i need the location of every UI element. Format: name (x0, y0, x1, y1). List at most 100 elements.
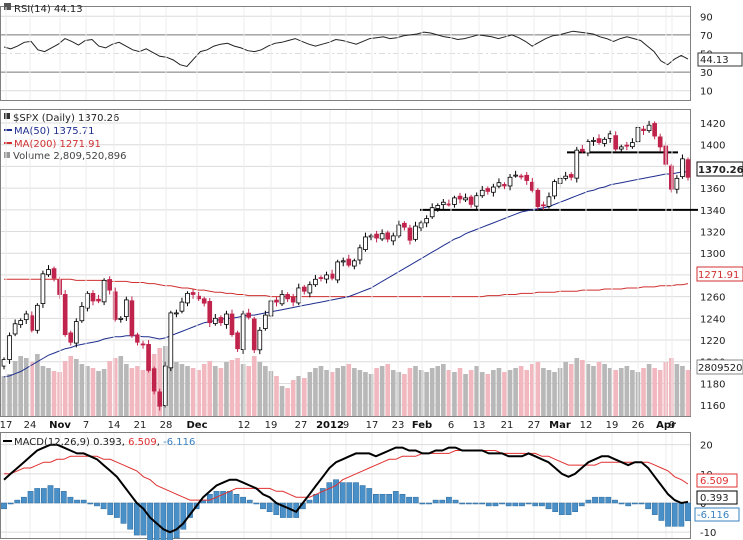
volume-bar (140, 370, 146, 416)
x-tick-label: 23 (392, 420, 405, 431)
macd-hist-bar (40, 488, 47, 504)
volume-bar (235, 358, 240, 416)
macd-hist-bar (94, 502, 100, 507)
rsi-legend-swatch (4, 3, 11, 10)
x-tick-label: 26 (632, 420, 645, 431)
macd-hist-bar (605, 496, 612, 504)
candle-body (668, 165, 674, 190)
x-tick-label: Dec (186, 420, 207, 431)
macd-hist-bar (226, 491, 233, 504)
volume-bar (407, 368, 413, 416)
x-tick-label: Mar (549, 420, 571, 431)
macd-hist-bar (260, 502, 266, 510)
volume-bar (429, 368, 435, 416)
macd-hist-bar (539, 502, 545, 507)
macd-hist-bar (339, 482, 346, 504)
volume-bar (157, 348, 163, 416)
candle-body (68, 332, 74, 343)
candle-body (402, 222, 407, 228)
volume-bar (329, 372, 335, 416)
volume-bar (190, 368, 196, 416)
macd-hist-bar (353, 482, 359, 504)
svg-text:MACD(12,26,9) 0.393, 6.509, -6: MACD(12,26,9) 0.393, 6.509, -6.116 (14, 437, 195, 448)
candle-body (46, 269, 51, 276)
candle-body (346, 258, 352, 266)
candle-body (463, 197, 468, 201)
volume-bar (418, 370, 424, 416)
volume-bar (179, 364, 185, 416)
macd-hist-bar (552, 502, 559, 512)
candle-body (435, 205, 441, 209)
volume-bar (496, 368, 502, 416)
macd-legend: MACD(12,26,9) 0.393, 6.509, -6.116 (3, 437, 195, 448)
macd-label-sep1: , (122, 437, 128, 448)
volume-bar (324, 370, 329, 416)
volume-bar (390, 370, 396, 416)
candle-body (85, 292, 90, 309)
candle-body (118, 317, 124, 320)
macd-hist-bar (625, 502, 632, 507)
price-tick-label: 1340 (700, 206, 725, 217)
macd-line (3, 443, 689, 534)
x-tick-label: 13 (473, 420, 486, 431)
candle-body (40, 273, 46, 304)
candle-body (518, 175, 524, 178)
macd-hist-bar (651, 502, 658, 515)
x-tick-label: 12 (580, 420, 593, 431)
volume-bar (646, 364, 652, 416)
x-tick-label: 27 (295, 420, 308, 431)
macd-hist-bar (120, 502, 127, 524)
x-tick-label: 19 (265, 420, 278, 431)
macd-hist-bar (67, 496, 74, 504)
volume-bar (491, 370, 496, 416)
volume-bar (279, 386, 285, 416)
candle-body (541, 204, 546, 207)
volume-bar (263, 366, 268, 416)
rsi-tick-label: 70 (700, 31, 713, 42)
candle-body (641, 128, 646, 132)
candle-body (357, 247, 363, 261)
volume-bar (229, 360, 235, 416)
candle-body (224, 313, 229, 325)
volume-bar (90, 368, 96, 416)
volume-bar (290, 380, 296, 416)
macd-signal-badge: 6.509 (696, 473, 738, 488)
macd-hist-bar (472, 502, 479, 505)
candle-body (90, 292, 96, 302)
candle-body (212, 317, 218, 324)
candle-body (646, 124, 652, 132)
price-last-badge: 1370.26 (696, 161, 743, 177)
macd-hist-bar (612, 499, 618, 504)
macd-hist-bar (233, 494, 240, 504)
candle-body (296, 287, 302, 304)
macd-hist-bar (512, 502, 519, 507)
macd-hist-bar (240, 496, 246, 504)
macd-hist-bar (173, 502, 180, 539)
price-tick-label: 1180 (700, 379, 725, 390)
macd-hist-bar (585, 499, 592, 504)
x-tick-label: 9 (669, 420, 675, 431)
volume-bar (580, 360, 585, 416)
volume-bar (591, 366, 596, 416)
candle-body (390, 235, 396, 242)
candle-body (352, 260, 357, 267)
price-tick-label: 1300 (700, 249, 725, 260)
macd-hist-bar (127, 502, 134, 530)
volume-bar (685, 370, 691, 416)
macd-hist-bar (7, 502, 14, 505)
volume-bar (546, 370, 552, 416)
volume-bar (18, 356, 23, 416)
volume-bar (657, 370, 663, 416)
x-tick-label: 21 (134, 420, 147, 431)
volume-bar (12, 361, 18, 416)
candle-body (374, 233, 379, 239)
candle-body (35, 304, 40, 331)
macd-hist-bar (140, 502, 147, 536)
macd-hist-bar (373, 494, 379, 504)
x-tick-label: 9 (343, 420, 349, 431)
macd-hist-bar (446, 496, 452, 504)
rsi-label: RSI(14) 44.13 (14, 4, 83, 15)
volume-bar (669, 358, 674, 416)
volume-bar (618, 368, 624, 416)
